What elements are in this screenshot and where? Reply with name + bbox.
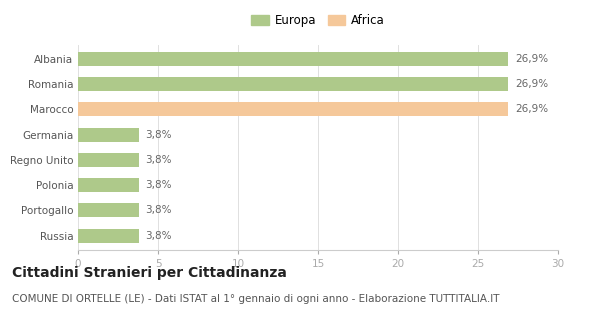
Bar	[78, 178, 139, 192]
Text: 3,8%: 3,8%	[145, 130, 172, 140]
Text: 3,8%: 3,8%	[145, 205, 172, 215]
Bar	[78, 204, 139, 217]
Text: 26,9%: 26,9%	[515, 79, 548, 89]
Text: 26,9%: 26,9%	[515, 104, 548, 114]
Bar	[78, 153, 139, 167]
Text: 3,8%: 3,8%	[145, 180, 172, 190]
Text: 26,9%: 26,9%	[515, 54, 548, 64]
Text: 3,8%: 3,8%	[145, 231, 172, 241]
Bar	[78, 229, 139, 243]
Bar	[78, 52, 508, 66]
Text: 3,8%: 3,8%	[145, 155, 172, 165]
Bar	[78, 128, 139, 141]
Legend: Europa, Africa: Europa, Africa	[251, 14, 385, 27]
Text: Cittadini Stranieri per Cittadinanza: Cittadini Stranieri per Cittadinanza	[12, 266, 287, 280]
Bar	[78, 77, 508, 91]
Text: COMUNE DI ORTELLE (LE) - Dati ISTAT al 1° gennaio di ogni anno - Elaborazione TU: COMUNE DI ORTELLE (LE) - Dati ISTAT al 1…	[12, 294, 499, 304]
Bar	[78, 102, 508, 116]
